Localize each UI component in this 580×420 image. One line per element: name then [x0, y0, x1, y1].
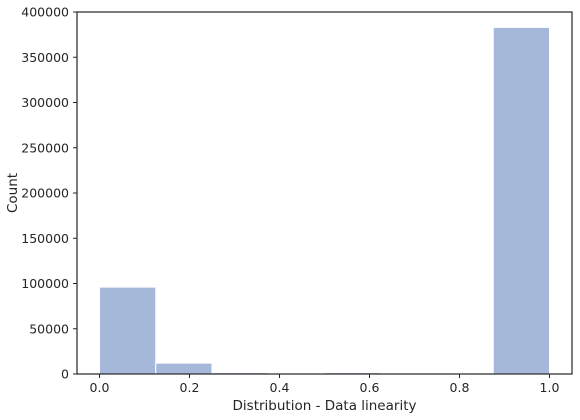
histogram-bar-7: [492, 26, 550, 375]
y-tick-label-4: 200000: [21, 186, 69, 201]
y-axis-ticks: 0 50000 100000 150000 200000 250000 300000 3500…: [21, 5, 77, 382]
y-tick-label-7: 350000: [21, 50, 69, 65]
histogram-bars: [99, 26, 550, 375]
y-tick-label-5: 250000: [21, 140, 69, 155]
x-tick-label-4: 0.8: [450, 380, 470, 395]
x-tick-label-2: 0.4: [270, 380, 290, 395]
histogram-bar-0: [99, 286, 157, 375]
x-tick-label-1: 0.2: [180, 380, 200, 395]
x-axis-label: Distribution - Data linearity: [233, 398, 417, 414]
x-axis-ticks: 0.0 0.2 0.4 0.6 0.8 1.0: [90, 374, 560, 395]
x-tick-label-3: 0.6: [360, 380, 380, 395]
y-axis-label: Count: [5, 173, 21, 213]
y-tick-label-0: 0: [61, 367, 69, 382]
x-tick-label-0: 0.0: [90, 380, 110, 395]
histogram-bar-1: [155, 362, 213, 375]
y-tick-label-8: 400000: [21, 5, 69, 20]
y-tick-label-6: 300000: [21, 95, 69, 110]
y-tick-label-1: 50000: [29, 321, 69, 336]
y-tick-label-2: 100000: [21, 276, 69, 291]
y-tick-label-3: 150000: [21, 231, 69, 246]
x-tick-label-5: 1.0: [540, 380, 560, 395]
